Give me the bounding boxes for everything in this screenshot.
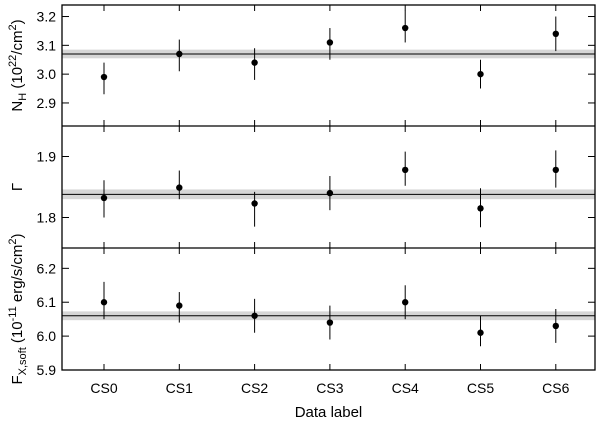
y-axis-label-part: F: [9, 375, 26, 384]
data-point-CS2: [251, 312, 258, 319]
y-tick-label: 3.0: [37, 66, 57, 82]
data-point-CS2: [251, 200, 258, 207]
plot-frame: [61, 4, 596, 371]
data-point-CS3: [326, 189, 334, 197]
y-tick-label: 1.9: [37, 149, 57, 165]
y-axis-label-part: 22: [7, 55, 19, 67]
y-axis-label-part: X,soft: [17, 347, 29, 375]
x-tick-label-CS5: CS5: [467, 380, 494, 396]
x-tick-label-CS0: CS0: [90, 380, 117, 396]
x-axis-label: Data label: [295, 404, 363, 421]
data-point-CS0: [100, 299, 108, 306]
data-point-CS6: [552, 166, 559, 174]
y-axis-label-middle: Γ: [9, 183, 26, 191]
y-axis-label-part: (10: [9, 67, 26, 93]
y-tick-label: 3.2: [37, 9, 57, 25]
y-tick-label: 6.0: [37, 328, 57, 344]
data-point-CS2: [251, 59, 258, 66]
x-tick-label-CS4: CS4: [392, 380, 419, 396]
data-point-CS5: [477, 329, 484, 336]
data-point-CS6: [552, 322, 559, 330]
y-axis-label-bottom: FX,soft (10-11 erg/s/cm2): [7, 233, 29, 384]
y-axis-label-part: ): [9, 233, 26, 238]
panel-top: 2.9 3.0 3.1 3.2 NH (1022/cm2): [7, 5, 595, 126]
data-point-CS1: [176, 50, 183, 58]
panel-middle: 1.8 1.9 Γ: [9, 126, 595, 248]
data-point-CS5: [477, 205, 484, 212]
y-axis-label-part: 2: [7, 24, 19, 30]
y-tick-label: 6.2: [37, 260, 57, 276]
data-point-CS6: [552, 30, 559, 38]
data-point-CS5: [477, 70, 484, 78]
y-axis-label-part: /cm: [9, 31, 26, 55]
data-point-CS0: [100, 73, 108, 81]
y-axis-label-part: N: [9, 101, 26, 112]
data-point-CS1: [176, 302, 183, 309]
y-axis-label-part: -11: [7, 306, 19, 321]
x-tick-label-CS6: CS6: [542, 380, 569, 396]
y-axis-label-part: 2: [7, 238, 19, 244]
y-tick-label: 6.1: [37, 294, 57, 310]
data-point-CS3: [326, 39, 334, 46]
y-tick-label: 1.8: [37, 210, 57, 226]
data-point-CS4: [402, 166, 409, 174]
x-tick-label-CS3: CS3: [316, 380, 343, 396]
y-axis-label-part: Γ: [9, 183, 26, 191]
y-axis-label-top: NH (1022/cm2): [7, 19, 29, 111]
x-tick-label-CS2: CS2: [241, 380, 268, 396]
data-point-CS4: [402, 24, 409, 32]
y-tick-label: 5.9: [37, 362, 57, 378]
y-axis-label-part: ): [9, 19, 26, 24]
y-axis-label-part: (10: [9, 321, 26, 347]
y-axis-label-part: erg/s/cm: [9, 245, 26, 307]
data-point-CS1: [176, 184, 183, 191]
data-point-CS0: [100, 194, 108, 202]
y-tick-label: 2.9: [37, 95, 57, 111]
data-point-CS4: [402, 299, 409, 306]
panel-bottom: 5.9 6.0 6.1 6.2 FX,soft (10-11 erg/s/cm2): [7, 233, 595, 385]
y-tick-label: 3.1: [37, 37, 57, 53]
y-axis-label-part: H: [17, 93, 29, 101]
data-point-CS3: [326, 319, 334, 326]
x-tick-label-CS1: CS1: [166, 380, 193, 396]
